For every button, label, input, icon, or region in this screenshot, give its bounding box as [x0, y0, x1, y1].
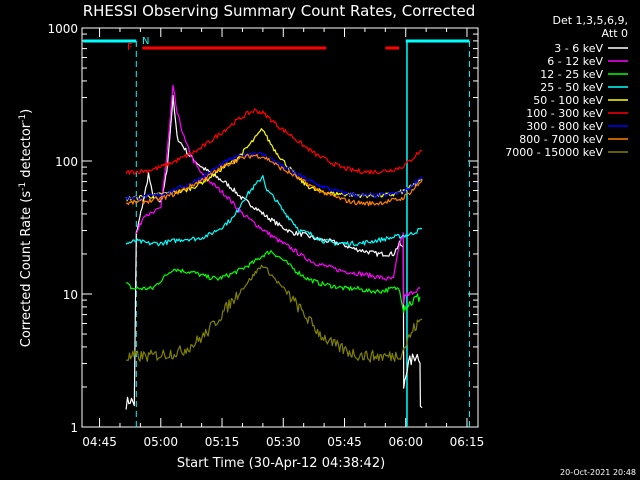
y-axis-label-main: Corrected Count Rate (s — [19, 191, 34, 348]
legend-label: 100 - 300 keV — [526, 107, 603, 120]
x-axis-label: Start Time (30-Apr-12 04:38:42) — [177, 456, 385, 471]
legend-header-line-1: Det 1,3,5,6,9, — [552, 14, 628, 27]
legend-header-line-2: Att 0 — [602, 27, 628, 40]
plot-frame — [81, 27, 479, 428]
x-tick-label: 05:45 — [327, 435, 362, 449]
series-line-4 — [125, 128, 423, 202]
y-axis-label-sup-1: -1 — [18, 182, 28, 191]
legend-label: 25 - 50 keV — [540, 81, 603, 94]
y-tick-label: 10 — [63, 288, 78, 302]
series-line-7 — [125, 153, 423, 207]
series-line-3 — [125, 175, 423, 247]
x-tick-label: 06:00 — [388, 435, 423, 449]
series-line-0 — [125, 94, 423, 410]
series-layer — [125, 84, 423, 410]
legend-label: 50 - 100 keV — [533, 94, 603, 107]
x-tick-label: 05:15 — [205, 435, 240, 449]
legend-label: 7000 - 15000 keV — [505, 146, 603, 159]
y-axis-label-mid: detector — [19, 122, 34, 182]
legend-label: 6 - 12 keV — [547, 55, 603, 68]
flag-f-label: F — [127, 42, 133, 53]
y-axis-label-end: ) — [19, 109, 34, 114]
flag-n-label: N — [142, 36, 149, 47]
chart-title: RHESSI Observing Summary Count Rates, Co… — [83, 2, 476, 20]
series-line-8 — [125, 264, 423, 363]
x-tick-label: 04:45 — [82, 435, 117, 449]
legend-label: 300 - 800 keV — [526, 120, 603, 133]
axes-layer: 04:45 05:00 05:15 05:30 05:45 06:00 06:15 1 10 10… — [47, 22, 484, 449]
y-axis-label-sup-2: -1 — [18, 114, 28, 123]
y-tick-label: 1 — [70, 421, 78, 435]
y-tick-label: 1000 — [47, 22, 78, 36]
legend-label: 800 - 7000 keV — [519, 133, 603, 146]
series-line-6 — [125, 151, 423, 201]
y-axis-label: Corrected Count Rate (s-1 detector-1) — [18, 109, 34, 347]
timestamp: 20-Oct-2021 20:48 — [560, 468, 636, 477]
series-line-2 — [126, 250, 421, 313]
series-line-1 — [135, 84, 421, 305]
x-tick-label: 06:15 — [450, 435, 485, 449]
y-tick-label: 100 — [55, 155, 78, 169]
legend-label: 12 - 25 keV — [540, 68, 603, 81]
legend-label: 3 - 6 keV — [554, 42, 603, 55]
x-tick-label: 05:30 — [266, 435, 301, 449]
series-line-5 — [125, 108, 423, 175]
x-tick-label: 05:00 — [143, 435, 178, 449]
